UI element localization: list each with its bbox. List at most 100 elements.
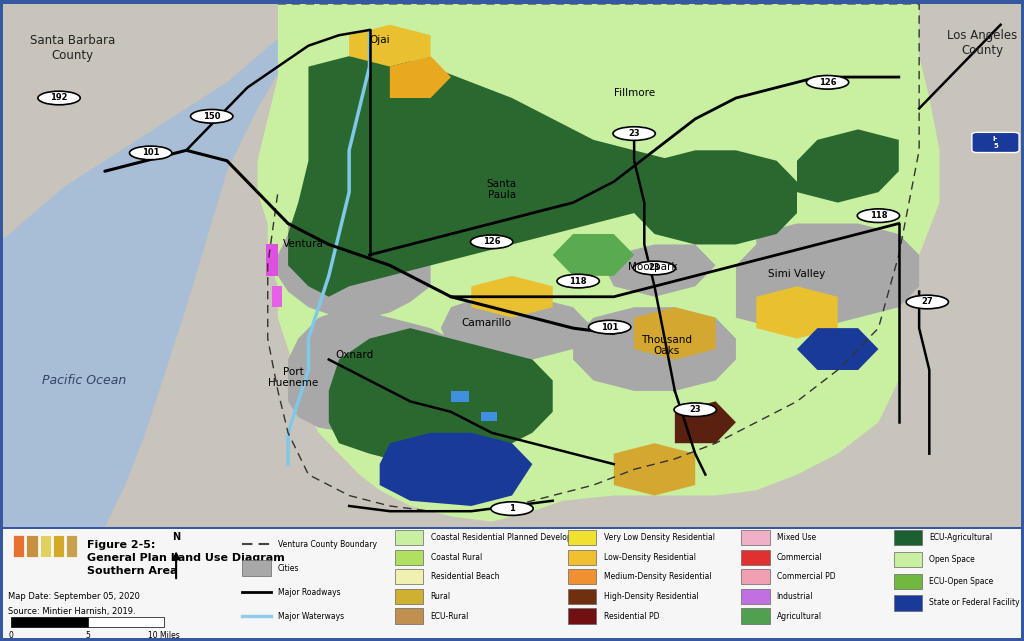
Polygon shape bbox=[634, 307, 716, 360]
Bar bbox=[88, 617, 164, 627]
Ellipse shape bbox=[190, 110, 232, 123]
Text: ECU-Open Space: ECU-Open Space bbox=[930, 577, 993, 586]
Bar bbox=[11, 617, 88, 627]
Bar bbox=[568, 530, 597, 545]
Text: I-
5: I- 5 bbox=[993, 136, 998, 149]
Bar bbox=[741, 608, 769, 624]
Polygon shape bbox=[757, 287, 838, 338]
Ellipse shape bbox=[470, 235, 513, 249]
Polygon shape bbox=[797, 328, 879, 370]
Ellipse shape bbox=[490, 502, 534, 515]
Text: Ventura: Ventura bbox=[283, 240, 324, 249]
Text: Industrial: Industrial bbox=[776, 592, 813, 601]
Text: Agricultural: Agricultural bbox=[776, 612, 822, 620]
Text: Santa
Paula: Santa Paula bbox=[486, 179, 517, 201]
Text: Coastal Residential Planned Development: Coastal Residential Planned Development bbox=[430, 533, 591, 542]
Ellipse shape bbox=[906, 296, 948, 309]
Text: Map Date: September 05, 2020: Map Date: September 05, 2020 bbox=[8, 592, 140, 601]
Bar bbox=[894, 574, 923, 588]
Text: 118: 118 bbox=[869, 211, 887, 221]
Text: Ventura County Boundary: Ventura County Boundary bbox=[278, 540, 377, 549]
Polygon shape bbox=[899, 4, 1021, 527]
Text: 150: 150 bbox=[203, 112, 220, 121]
Polygon shape bbox=[3, 4, 1021, 527]
Bar bbox=[451, 391, 469, 403]
Bar bbox=[265, 244, 278, 276]
Bar bbox=[741, 569, 769, 585]
Text: Very Low Density Residential: Very Low Density Residential bbox=[603, 533, 715, 542]
Bar bbox=[27, 535, 38, 557]
Bar bbox=[568, 569, 597, 585]
Text: High-Density Residential: High-Density Residential bbox=[603, 592, 698, 601]
Text: 101: 101 bbox=[601, 322, 618, 331]
Text: Ojai: Ojai bbox=[370, 35, 390, 46]
Polygon shape bbox=[380, 433, 532, 506]
Bar bbox=[568, 588, 597, 604]
Ellipse shape bbox=[633, 261, 676, 275]
Polygon shape bbox=[797, 129, 899, 203]
Text: 0: 0 bbox=[9, 631, 13, 640]
Text: Medium-Density Residential: Medium-Density Residential bbox=[603, 572, 712, 581]
Polygon shape bbox=[675, 401, 736, 443]
Text: Mixed Use: Mixed Use bbox=[776, 533, 816, 542]
Text: Oxnard: Oxnard bbox=[335, 351, 374, 360]
Ellipse shape bbox=[857, 209, 900, 222]
Text: 126: 126 bbox=[819, 78, 837, 87]
Bar bbox=[395, 608, 424, 624]
Text: Santa Barbara
County: Santa Barbara County bbox=[30, 35, 115, 62]
Ellipse shape bbox=[674, 403, 717, 417]
Bar bbox=[568, 608, 597, 624]
Text: Simi Valley: Simi Valley bbox=[768, 269, 825, 279]
Bar bbox=[67, 535, 78, 557]
Bar bbox=[271, 287, 282, 307]
Text: 27: 27 bbox=[922, 297, 933, 306]
Text: 23: 23 bbox=[689, 405, 701, 414]
Text: ECU-Agricultural: ECU-Agricultural bbox=[930, 533, 992, 542]
Text: Figure 2-5:
General Plan Land Use Diagram
Southern Area: Figure 2-5: General Plan Land Use Diagra… bbox=[87, 540, 285, 576]
Text: 1: 1 bbox=[509, 504, 515, 513]
Text: Coastal Rural: Coastal Rural bbox=[430, 553, 482, 562]
Ellipse shape bbox=[129, 146, 172, 160]
Text: Camarillo: Camarillo bbox=[462, 318, 512, 328]
Bar bbox=[894, 595, 923, 610]
Bar bbox=[13, 535, 25, 557]
Bar bbox=[40, 535, 51, 557]
Bar bbox=[395, 588, 424, 604]
Polygon shape bbox=[390, 56, 451, 98]
Polygon shape bbox=[288, 56, 695, 297]
Text: 192: 192 bbox=[50, 94, 68, 103]
Text: Source: Mintier Harnish, 2019.: Source: Mintier Harnish, 2019. bbox=[8, 607, 136, 616]
Text: Port
Hueneme: Port Hueneme bbox=[268, 367, 318, 388]
Polygon shape bbox=[634, 150, 797, 244]
Polygon shape bbox=[440, 297, 594, 360]
Text: Thousand
Oaks: Thousand Oaks bbox=[641, 335, 692, 356]
Polygon shape bbox=[603, 244, 716, 297]
Polygon shape bbox=[613, 443, 695, 495]
FancyBboxPatch shape bbox=[972, 132, 1019, 153]
Ellipse shape bbox=[38, 91, 80, 104]
Text: Rural: Rural bbox=[430, 592, 451, 601]
Text: 23: 23 bbox=[648, 263, 660, 272]
Text: Open Space: Open Space bbox=[930, 555, 975, 564]
Bar bbox=[741, 549, 769, 565]
Bar bbox=[894, 530, 923, 545]
Polygon shape bbox=[573, 307, 736, 391]
Text: Residential Beach: Residential Beach bbox=[430, 572, 499, 581]
Polygon shape bbox=[278, 208, 430, 318]
Bar bbox=[395, 549, 424, 565]
Text: Pacific Ocean: Pacific Ocean bbox=[42, 374, 127, 387]
Polygon shape bbox=[329, 328, 553, 464]
Text: 10 Miles: 10 Miles bbox=[148, 631, 180, 640]
Bar bbox=[894, 552, 923, 567]
Polygon shape bbox=[3, 4, 308, 239]
Text: ECU-Rural: ECU-Rural bbox=[430, 612, 469, 620]
Bar bbox=[568, 549, 597, 565]
Ellipse shape bbox=[557, 274, 599, 288]
Text: Commercial: Commercial bbox=[776, 553, 822, 562]
Ellipse shape bbox=[806, 76, 849, 89]
Bar bbox=[741, 530, 769, 545]
Text: 23: 23 bbox=[629, 129, 640, 138]
Polygon shape bbox=[258, 4, 939, 522]
Text: 118: 118 bbox=[569, 276, 587, 286]
Polygon shape bbox=[288, 307, 471, 433]
